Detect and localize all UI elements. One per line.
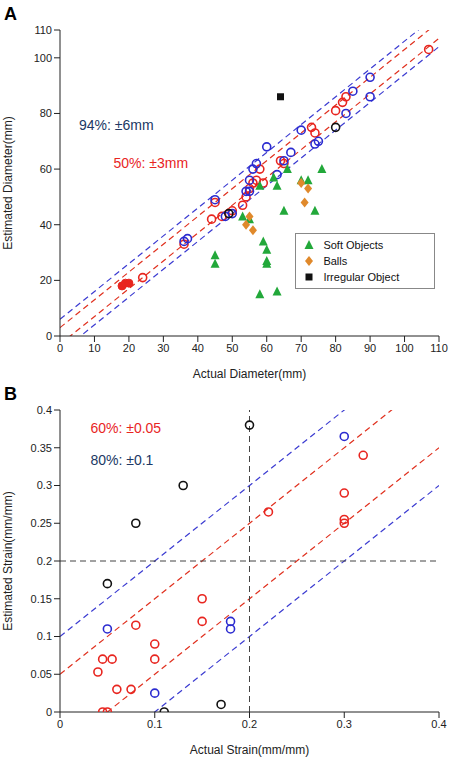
html-text:A: A [4,4,17,24]
html-text:Soft Objects: Soft Objects [323,239,384,252]
svg-text:0.05: 0.05 [31,668,52,680]
svg-text:0.1: 0.1 [37,630,52,642]
svg-text:Estimated Strain(mm/mm): Estimated Strain(mm/mm) [1,491,15,630]
svg-text:Actual Diameter(mm): Actual Diameter(mm) [193,367,306,381]
svg-text:0.3: 0.3 [337,718,352,730]
svg-text:80: 80 [40,107,52,119]
svg-text:0.25: 0.25 [31,517,52,529]
html-text:80%: ±0.1: 80%: ±0.1 [90,451,154,468]
svg-text:0.2: 0.2 [242,718,257,730]
svg-text:40: 40 [192,342,204,354]
svg-text:80: 80 [330,342,342,354]
svg-text:0: 0 [57,342,63,354]
svg-text:0: 0 [46,706,52,718]
svg-text:30: 30 [157,342,169,354]
svg-text:0: 0 [46,330,52,342]
svg-text:0: 0 [57,718,63,730]
html-text:Irregular Object: Irregular Object [323,271,400,284]
svg-text:60: 60 [40,163,52,175]
svg-text:50: 50 [226,342,238,354]
svg-text:70: 70 [295,342,307,354]
svg-text:Estimated Diameter(mm): Estimated Diameter(mm) [1,116,15,249]
svg-text:Actual Strain(mm/mm): Actual Strain(mm/mm) [190,743,309,757]
svg-text:110: 110 [34,24,52,36]
html-text:Balls: Balls [323,255,348,268]
html-text:94%: ±6mm: 94%: ±6mm [79,116,154,133]
html-text:B: B [4,384,17,404]
svg-text:10: 10 [88,342,100,354]
svg-text:0.15: 0.15 [31,593,52,605]
svg-text:0.4: 0.4 [431,718,446,730]
svg-text:0.1: 0.1 [147,718,162,730]
svg-text:0.4: 0.4 [37,404,52,416]
svg-text:100: 100 [34,52,52,64]
svg-text:20: 20 [123,342,135,354]
svg-text:40: 40 [40,219,52,231]
svg-text:0.3: 0.3 [37,479,52,491]
html-text:60%: ±0.05: 60%: ±0.05 [90,420,162,437]
svg-text:20: 20 [40,274,52,286]
svg-text:100: 100 [395,342,413,354]
svg-text:60: 60 [261,342,273,354]
svg-text:110: 110 [430,342,448,354]
html-text:50%: ±3mm: 50%: ±3mm [113,155,189,172]
svg-text:0.35: 0.35 [31,442,52,454]
svg-text:0.2: 0.2 [37,555,52,567]
svg-text:90: 90 [364,342,376,354]
